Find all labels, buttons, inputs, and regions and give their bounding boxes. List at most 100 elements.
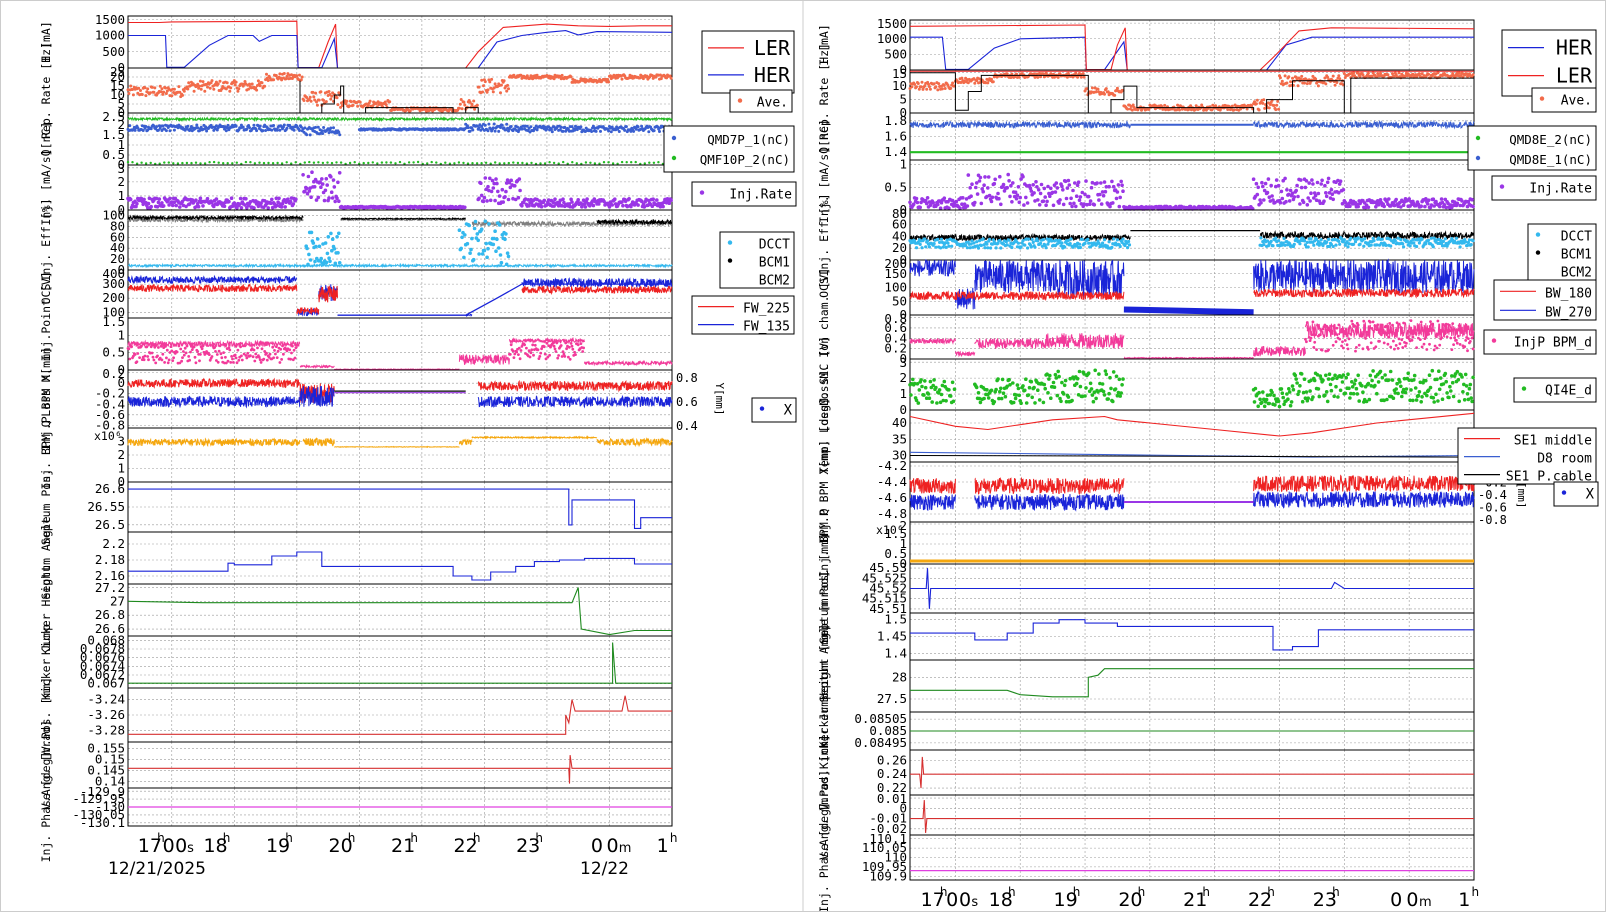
x-tick-label: s [187, 841, 194, 856]
lossm-sic-point [1257, 390, 1261, 395]
inj-rate-point [1051, 203, 1056, 208]
lossm-point [271, 345, 275, 349]
q-low-point [634, 160, 637, 164]
lossm-sic-point [1070, 398, 1074, 403]
inj-rate-point [304, 186, 309, 191]
lossm-ion-point [1343, 339, 1347, 342]
eff-bcm1-band [340, 216, 466, 221]
rep-rate-point [315, 103, 319, 107]
q-point [471, 128, 475, 132]
lossm-ion-point [1458, 343, 1462, 346]
inj-rate-point [625, 204, 630, 209]
q-low-point [371, 161, 374, 164]
q-low-point [543, 162, 547, 165]
inj-rate-point [486, 184, 490, 189]
rep-rate-point [937, 82, 941, 86]
rep-rate-point [920, 80, 924, 84]
y-tick-label: 100 [884, 280, 907, 295]
inj-rate-point [308, 186, 313, 190]
lossm-point [542, 345, 546, 349]
y-axis-label: Inj. Phase [deg] [39, 752, 53, 863]
lossm-ion-point [1463, 345, 1467, 348]
lossm-sic-point [1033, 401, 1037, 405]
lossm-sic-point [1053, 372, 1058, 377]
y-tick-label: 26.6 [95, 621, 125, 636]
lossm-ion-point [1368, 320, 1372, 324]
inj-rate-point [237, 202, 242, 206]
y-tick-label: 0 [117, 362, 125, 377]
inj-rate-point [1060, 184, 1064, 188]
q-point [647, 130, 651, 134]
inj-rate-point [551, 200, 555, 204]
q-point [559, 125, 563, 129]
lossm-sic-point [985, 388, 989, 392]
q-point [338, 133, 342, 137]
inj-rate-point [1330, 192, 1335, 196]
rep-rate-point [164, 86, 167, 90]
rep-rate-point [1366, 71, 1370, 75]
lossm-sic-point [1290, 384, 1295, 388]
inj-rate-point [1325, 180, 1330, 185]
lossm-point [272, 356, 275, 360]
lossm-ion-point [1356, 323, 1360, 327]
lossm-sic-point [1258, 397, 1262, 402]
legend-swatch [727, 258, 733, 263]
rep-rate-point [1333, 83, 1337, 87]
lossm-ion-point [1452, 343, 1455, 346]
inj-rate-point [1011, 181, 1015, 185]
lossm-ion-point [1392, 339, 1395, 343]
inj-rate-point [1278, 200, 1283, 205]
q-point [658, 130, 661, 133]
lossm-sic-point [1011, 400, 1016, 405]
lossm-point [517, 346, 521, 350]
lossm-point [273, 349, 276, 352]
ocs-fw135-band [521, 277, 673, 289]
inj-rate-point [506, 197, 511, 202]
q-point [196, 126, 200, 130]
lossm-ion-point [1337, 323, 1341, 327]
lossm-point [551, 341, 555, 345]
q-point [241, 125, 245, 129]
lossm-point [570, 344, 574, 348]
lossm-point [164, 345, 167, 348]
eff-dcct-point [1041, 238, 1045, 242]
inj-rate-point [201, 204, 205, 208]
rep-rate-point [160, 87, 164, 91]
rep-rate-point [620, 77, 624, 81]
x-tick-sup: h [157, 831, 165, 845]
inj-rate-point [1114, 196, 1119, 201]
rep-rate-point [1082, 75, 1086, 79]
lossm-point [563, 355, 567, 358]
lossm-sic-point [1306, 396, 1310, 401]
eff-dcct-point [328, 259, 332, 264]
inj-rate-point [1061, 188, 1065, 192]
legend-label: FW_135 [743, 320, 790, 335]
inj-rate-point [1038, 191, 1043, 196]
ocs-fw135-band [127, 274, 298, 285]
q-low-point [462, 161, 465, 165]
inj-rate-point [623, 199, 628, 204]
rep-rate-point [493, 82, 497, 86]
lossm-ion-point [1427, 332, 1430, 336]
y-tick-label: 0 [899, 105, 907, 120]
lossm-point [574, 353, 577, 356]
y-tick-label: 2.16 [95, 568, 125, 583]
lossm-ion-point [1443, 330, 1446, 333]
y-tick-label: -0.6 [95, 407, 125, 422]
q-low-point [339, 161, 343, 164]
q-low-point [140, 161, 143, 164]
rep-rate-point [162, 90, 166, 94]
eff-dcct-point [1402, 245, 1406, 249]
bpm-y-band [127, 395, 301, 409]
lossm-sic-point [1075, 376, 1080, 381]
rep-rate-point [263, 84, 267, 88]
eff-dcct-point [939, 237, 944, 241]
inj-rate-point [309, 195, 313, 199]
inj-rate-point [1053, 190, 1058, 194]
eff-dcct-point [1325, 240, 1329, 244]
inj-rate-point [1070, 204, 1074, 209]
rep-rate-point [502, 79, 506, 83]
inj-rate-point [996, 191, 1000, 196]
lossm-point [254, 352, 258, 356]
legend-box [719, 231, 795, 289]
